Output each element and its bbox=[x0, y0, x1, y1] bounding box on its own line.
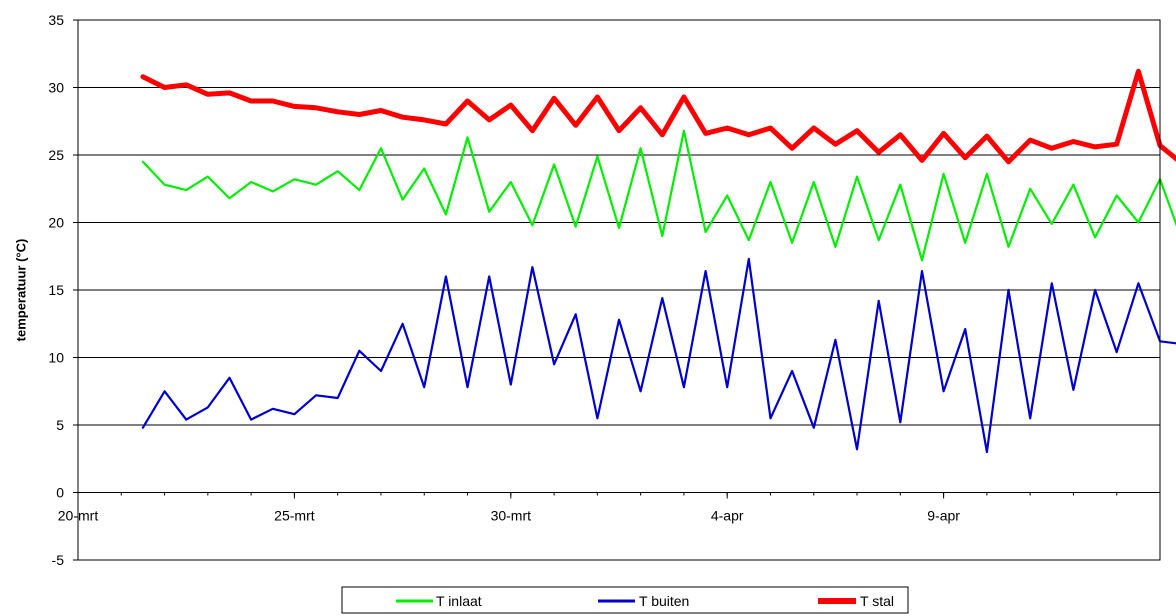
series-line-t-buiten bbox=[141, 257, 1176, 454]
legend-label-t-stal: T stal bbox=[860, 593, 894, 609]
x-tick-label: 9-apr bbox=[927, 508, 960, 524]
x-tick-label: 30-mrt bbox=[491, 508, 532, 524]
y-tick-label: 35 bbox=[48, 12, 64, 28]
y-tick-labels: -5 0 5 10 15 20 25 30 35 bbox=[48, 12, 64, 568]
x-tick-labels: 20-mrt 25-mrt 30-mrt 4-apr 9-apr bbox=[58, 508, 961, 524]
plot-area-border bbox=[77, 19, 1161, 561]
gridlines bbox=[73, 19, 1160, 561]
x-tick-label: 20-mrt bbox=[58, 508, 99, 524]
legend: T inlaat T buiten T stal bbox=[341, 586, 909, 614]
y-tick-label: 30 bbox=[48, 80, 64, 96]
y-tick-label: 10 bbox=[48, 350, 64, 366]
y-tick-label: 15 bbox=[48, 282, 64, 298]
series-line-t-stal bbox=[140, 68, 1176, 165]
x-tick-label: 25-mrt bbox=[274, 508, 315, 524]
y-tick-label: 20 bbox=[48, 215, 64, 231]
y-tick-label: 0 bbox=[56, 485, 64, 501]
series-line-t-inlaat bbox=[141, 129, 1176, 262]
y-tick-label: -5 bbox=[52, 552, 65, 568]
y-tick-label: 5 bbox=[56, 417, 64, 433]
legend-label-t-inlaat: T inlaat bbox=[436, 593, 482, 609]
y-axis-label: temperatuur (°C) bbox=[13, 239, 28, 342]
x-tick-label: 4-apr bbox=[711, 508, 744, 524]
series-lines bbox=[140, 68, 1176, 454]
y-tick-label: 25 bbox=[48, 147, 64, 163]
legend-label-t-buiten: T buiten bbox=[639, 593, 689, 609]
